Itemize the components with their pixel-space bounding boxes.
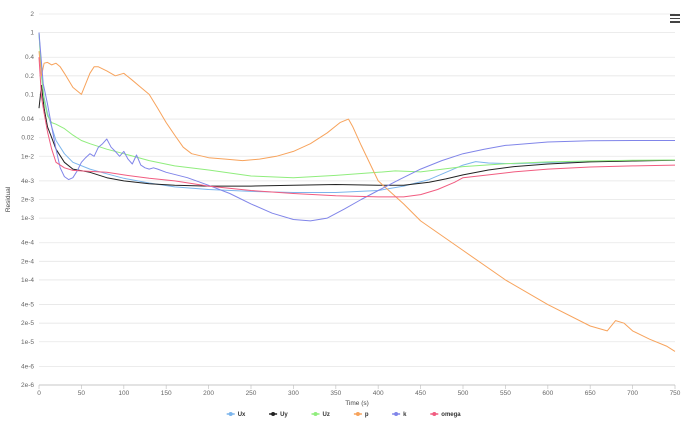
series-line-omega[interactable] (38, 57, 676, 198)
y-tick-label: 4e-5 (21, 302, 34, 309)
legend-swatch-marker (271, 412, 276, 416)
y-tick-label: 4e-4 (21, 240, 34, 247)
x-tick-label: 200 (203, 390, 214, 397)
x-tick-label: 400 (373, 390, 384, 397)
x-tick-label: 100 (118, 390, 129, 397)
x-tick-label: 700 (627, 390, 638, 397)
y-tick-label: 0.04 (21, 116, 34, 123)
legend: Ux Uy Uz p k omega (226, 412, 461, 418)
y-tick-label: 1e-4 (21, 277, 34, 284)
legend-item-uz[interactable]: Uz (311, 412, 330, 418)
y-tick-label: 0.02 (21, 135, 34, 142)
legend-swatch-marker (432, 412, 437, 416)
x-tick-label: 250 (246, 390, 257, 397)
y-tick-label: 1 (30, 30, 34, 37)
y-tick-label: 2 (30, 11, 34, 18)
legend-label: Uz (323, 412, 330, 418)
y-axis-ticks: 2 1 0.4 0.2 0.1 0.04 0.02 1e-2 4e-3 2e-3 1e-3 4e-4 2… (21, 11, 34, 389)
legend-label: Uy (280, 412, 288, 418)
x-tick-label: 350 (330, 390, 341, 397)
x-tick-label: 750 (670, 390, 681, 397)
x-tick-label: 650 (585, 390, 596, 397)
y-axis-title: Residual (5, 186, 12, 212)
legend-item-p[interactable]: p (353, 412, 369, 418)
y-tick-label: 1e-3 (21, 215, 34, 222)
y-tick-label: 1e-2 (21, 153, 34, 160)
y-tick-label: 1e-5 (21, 339, 34, 346)
legend-label: p (365, 412, 369, 418)
y-tick-label: 0.4 (25, 54, 34, 61)
y-tick-label: 2e-6 (21, 382, 34, 389)
y-tick-label: 2e-5 (21, 320, 34, 327)
legend-label: omega (441, 412, 461, 418)
legend-item-k[interactable]: k (392, 412, 407, 418)
series-line-uz[interactable] (38, 32, 676, 179)
x-tick-label: 550 (500, 390, 511, 397)
x-axis-ticks: 0 50 100 150 200 250 300 350 400 450 500 550 600 650 7… (37, 385, 681, 397)
series-line-uy[interactable] (38, 84, 676, 187)
x-tick-label: 600 (542, 390, 553, 397)
grid (39, 13, 675, 386)
y-tick-label: 2e-4 (21, 258, 34, 265)
series-line-p[interactable] (38, 51, 676, 352)
x-tick-label: 300 (288, 390, 299, 397)
menu-bar (670, 14, 680, 16)
legend-item-ux[interactable]: Ux (226, 412, 246, 418)
x-tick-label: 500 (458, 390, 469, 397)
x-tick-label: 50 (78, 390, 86, 397)
legend-swatch-marker (394, 412, 399, 416)
series-line-ux[interactable] (38, 32, 676, 193)
y-tick-label: 2e-3 (21, 197, 34, 204)
series-line-k[interactable] (38, 32, 675, 222)
menu-bar (670, 17, 680, 20)
y-tick-label: 0.2 (25, 73, 34, 80)
legend-item-uy[interactable]: Uy (269, 412, 288, 418)
x-tick-label: 0 (37, 390, 41, 397)
y-tick-label: 4e-3 (21, 178, 34, 185)
menu-bar (670, 21, 680, 23)
legend-swatch-marker (313, 412, 318, 416)
legend-item-omega[interactable]: omega (430, 412, 461, 418)
legend-swatch-marker (355, 412, 360, 416)
series-lines (38, 32, 676, 352)
x-axis-title: Time (s) (345, 400, 369, 407)
y-tick-label: 4e-6 (21, 363, 34, 370)
y-tick-label: 0.1 (25, 91, 34, 98)
x-tick-label: 450 (415, 390, 426, 397)
legend-swatch-marker (228, 412, 233, 416)
legend-label: k (403, 412, 407, 418)
x-tick-label: 150 (161, 390, 172, 397)
hamburger-menu-icon[interactable] (668, 12, 682, 26)
legend-label: Ux (238, 412, 246, 418)
